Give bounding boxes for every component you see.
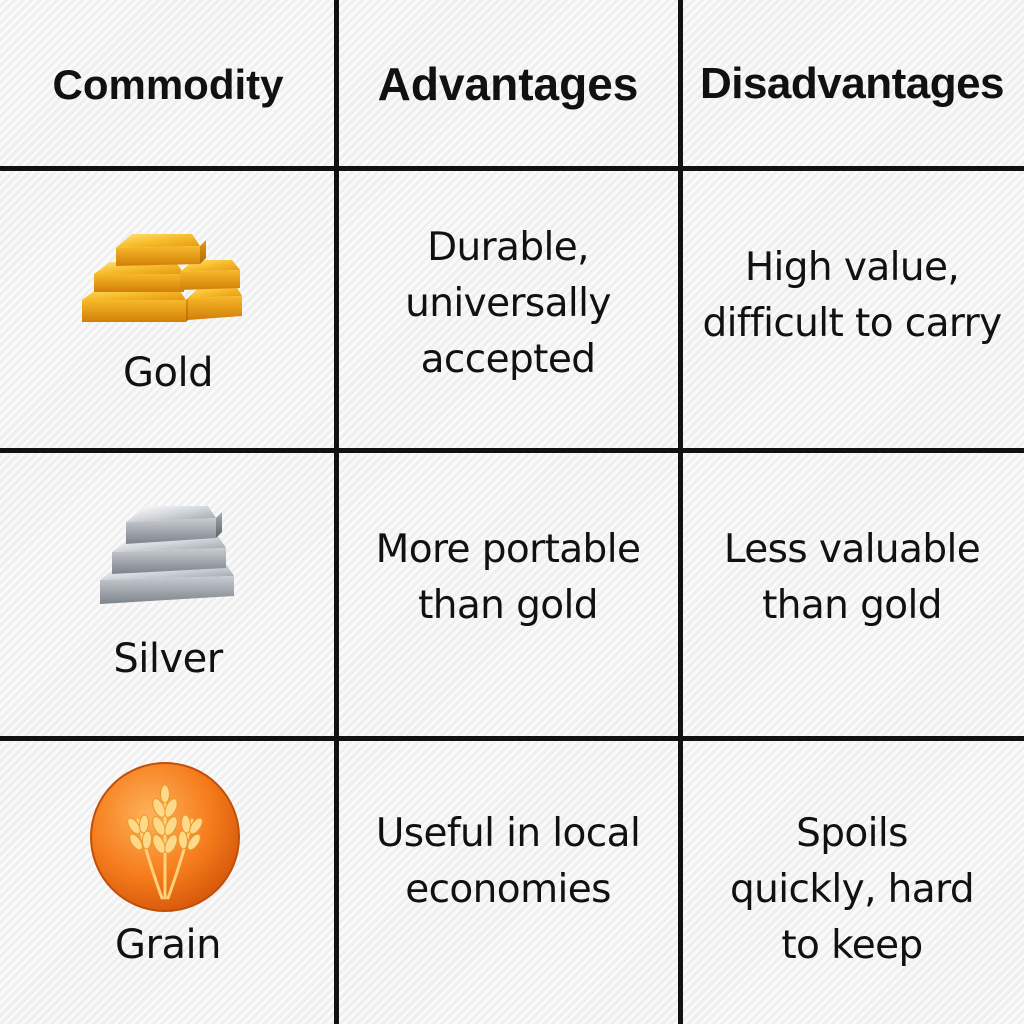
row-divider	[0, 448, 1024, 453]
commodity-name-silver: Silver	[113, 636, 223, 682]
header-commodity-label: Commodity	[52, 61, 284, 108]
row-divider	[0, 166, 1024, 171]
advantages-gold-line: Durable,	[427, 225, 589, 270]
column-divider	[334, 0, 339, 1024]
advantages-gold-line: accepted	[420, 337, 596, 382]
commodity-cell-gold: Gold	[0, 168, 336, 450]
advantages-silver: More portable than gold	[336, 450, 680, 738]
advantages-gold: Durable, universally accepted	[336, 168, 680, 450]
disadvantages-gold-line: High value,	[744, 245, 960, 290]
header-advantages-label: Advantages	[377, 58, 639, 110]
disadvantages-grain-line: quickly, hard	[730, 867, 975, 912]
disadvantages-silver-line: than gold	[762, 583, 942, 628]
column-divider	[678, 0, 683, 1024]
disadvantages-silver-line: Less valuable	[723, 527, 981, 572]
advantages-grain-line: economies	[405, 867, 611, 912]
commodity-name-gold: Gold	[123, 350, 213, 396]
silver-bars-icon	[100, 506, 234, 604]
commodity-name-grain: Grain	[115, 922, 221, 968]
disadvantages-gold-line: difficult to carry	[702, 301, 1002, 346]
disadvantages-grain: Spoils quickly, hard to keep	[680, 738, 1024, 1024]
commodity-cell-grain: Grain	[0, 738, 336, 1024]
header-disadvantages: Disadvantages	[680, 0, 1024, 168]
disadvantages-silver: Less valuable than gold	[680, 450, 1024, 738]
wheat-icon	[90, 762, 240, 912]
advantages-grain-line: Useful in local	[375, 811, 641, 856]
advantages-silver-line: than gold	[418, 583, 598, 628]
header-commodity: Commodity	[0, 0, 336, 168]
advantages-gold-line: universally	[405, 281, 611, 326]
advantages-silver-line: More portable	[375, 527, 641, 572]
commodity-cell-silver: Silver	[0, 450, 336, 738]
row-divider	[0, 736, 1024, 741]
advantages-grain: Useful in local economies	[336, 738, 680, 1024]
gold-bars-icon	[82, 234, 242, 322]
header-disadvantages-label: Disadvantages	[699, 59, 1005, 108]
header-advantages: Advantages	[336, 0, 680, 168]
disadvantages-grain-line: Spoils	[796, 811, 908, 856]
disadvantages-gold: High value, difficult to carry	[680, 168, 1024, 450]
disadvantages-grain-line: to keep	[781, 923, 923, 968]
